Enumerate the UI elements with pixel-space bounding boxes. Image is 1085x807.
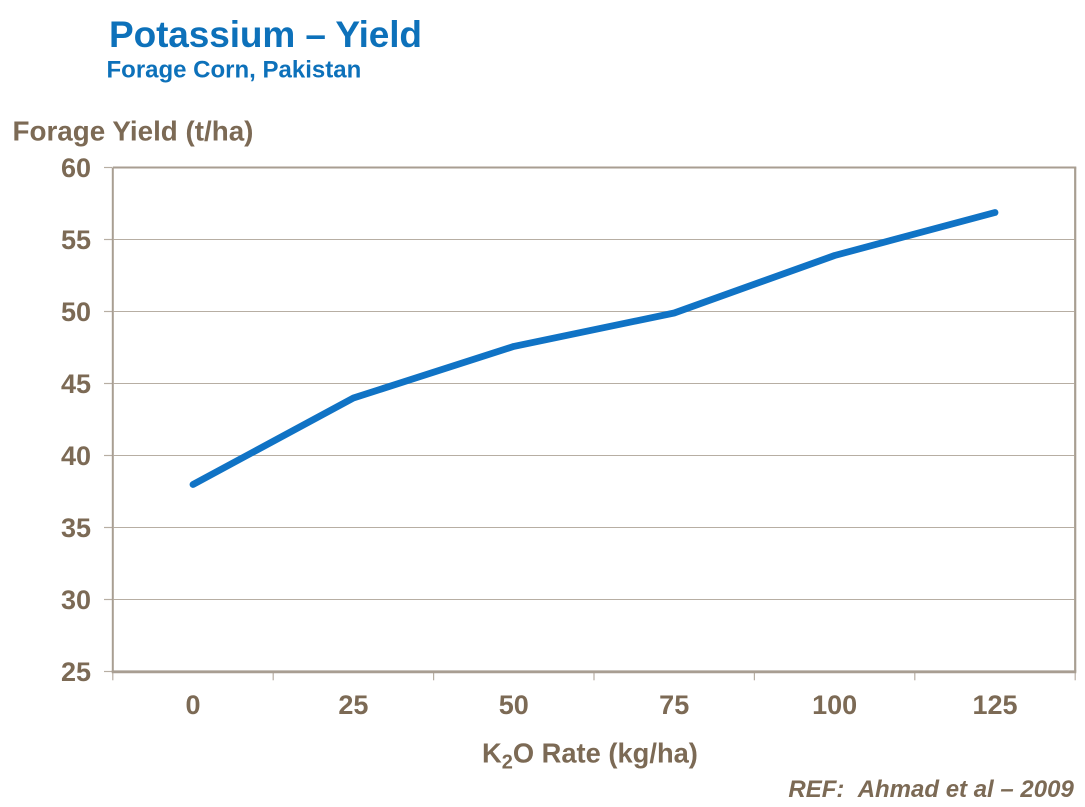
svg-text:Forage Corn, Pakistan: Forage Corn, Pakistan [107, 56, 362, 83]
svg-text:30: 30 [61, 585, 91, 615]
svg-text:25: 25 [61, 657, 91, 687]
svg-text:125: 125 [972, 690, 1017, 720]
svg-text:60: 60 [61, 153, 91, 183]
svg-text:40: 40 [61, 441, 91, 471]
svg-text:Potassium – Yield: Potassium – Yield [109, 14, 422, 55]
svg-text:REF: Ahmad et al – 2009: REF: Ahmad et al – 2009 [788, 776, 1074, 803]
svg-text:25: 25 [338, 690, 368, 720]
svg-text:0: 0 [185, 690, 200, 720]
svg-text:100: 100 [812, 690, 857, 720]
svg-text:K2O Rate (kg/ha): K2O Rate (kg/ha) [482, 737, 698, 773]
svg-text:50: 50 [61, 297, 91, 327]
svg-text:75: 75 [659, 690, 689, 720]
svg-text:Forage Yield (t/ha): Forage Yield (t/ha) [13, 115, 254, 146]
svg-text:45: 45 [61, 369, 91, 399]
svg-text:55: 55 [61, 225, 91, 255]
svg-text:50: 50 [499, 690, 529, 720]
svg-text:35: 35 [61, 513, 91, 543]
